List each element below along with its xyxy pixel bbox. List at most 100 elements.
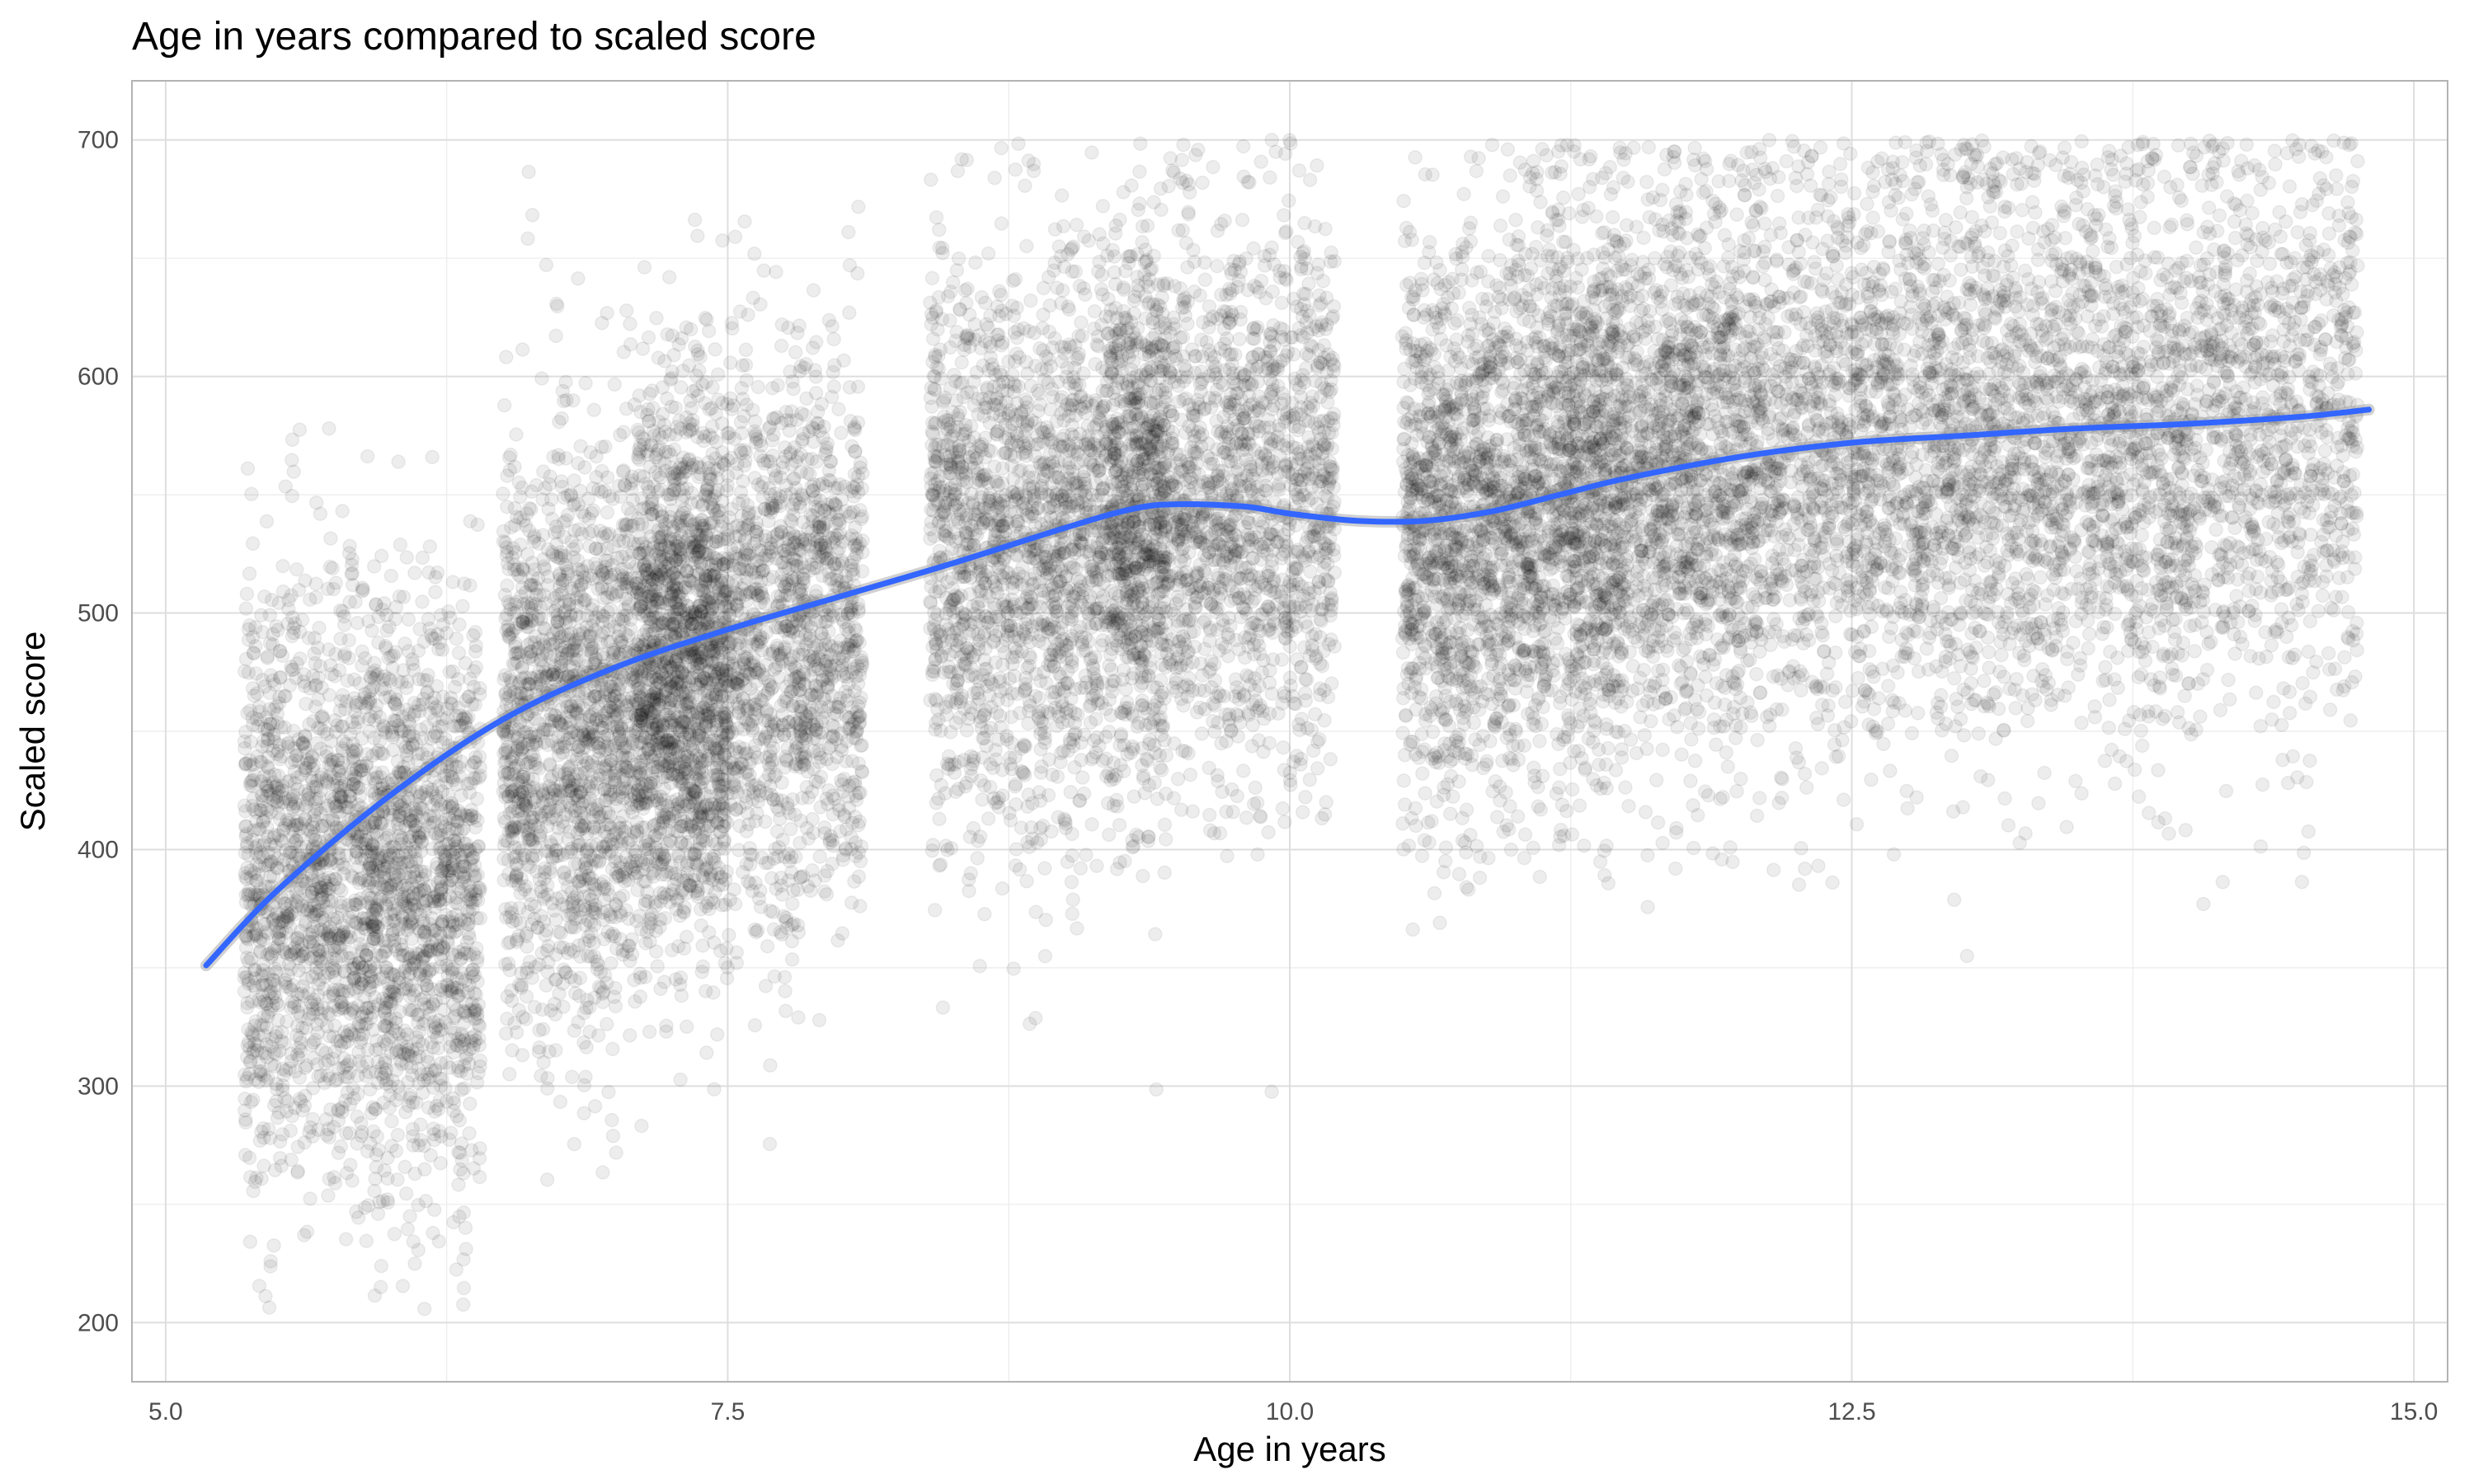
data-point [614,612,629,627]
data-point [601,1084,616,1100]
data-point [395,1279,411,1294]
data-point [336,734,350,749]
data-point [585,783,600,799]
data-point [330,804,345,819]
data-point [548,328,563,344]
data-point [521,523,537,538]
data-point [303,592,317,607]
data-point [430,886,445,901]
data-point [411,1007,426,1022]
data-point [324,894,339,909]
data-point [238,741,252,756]
data-point [383,997,399,1012]
data-point [605,1129,621,1144]
data-point [383,568,399,584]
data-point [387,907,402,922]
data-point [412,622,427,636]
data-point [520,231,535,247]
data-point [306,949,322,965]
data-point [345,577,360,593]
data-point [313,741,328,757]
data-point [260,739,275,754]
data-point [524,613,539,627]
data-point [564,920,579,935]
data-point [514,736,529,751]
data-point [454,983,470,998]
data-point [264,593,280,608]
data-point [384,1139,399,1153]
data-point [338,1125,354,1141]
data-point [446,1096,462,1111]
data-point [605,837,620,852]
data-point [504,900,519,916]
data-point [333,632,348,646]
data-point [301,631,317,646]
data-point [374,948,388,964]
data-point [263,787,279,802]
data-point [455,1297,471,1313]
data-point [400,674,415,689]
data-point [325,561,340,576]
data-point [567,642,581,657]
data-point [421,819,437,834]
data-point [550,739,566,754]
data-point [433,1156,448,1171]
data-point [266,1237,281,1253]
data-point [399,923,415,937]
data-point [403,1049,418,1064]
data-point [456,1280,472,1296]
data-point [533,678,548,693]
data-point [360,448,375,464]
data-point [327,669,342,683]
data-point [463,894,478,909]
data-point [514,589,529,604]
data-point [398,866,414,881]
data-point [577,765,592,781]
data-point [245,536,261,552]
data-point [275,584,291,599]
data-point [369,824,384,839]
data-point [407,1256,422,1271]
data-point [438,819,453,834]
chart-title: Age in years compared to scaled score [132,15,816,59]
data-point [332,771,346,787]
data-point [502,962,517,978]
data-point [317,875,333,890]
data-point [567,524,582,538]
data-point [591,750,606,766]
data-point [536,464,551,479]
data-point [262,716,278,732]
data-point [335,998,350,1012]
data-point [328,646,343,662]
data-point [352,676,368,691]
data-point [303,1191,317,1206]
data-point [242,777,258,793]
data-point [590,687,606,702]
data-point [377,669,393,683]
data-point [620,834,636,850]
data-point [509,1025,524,1040]
data-point [574,562,590,577]
data-point [269,995,285,1011]
data-point [388,612,403,627]
data-point [586,402,602,417]
data-point [327,1073,343,1088]
data-point [306,1035,321,1050]
data-point [301,985,316,1001]
data-point [608,980,623,996]
data-point [286,999,302,1015]
data-point [238,756,254,772]
data-point [326,581,341,597]
data-point [581,525,597,541]
data-point [355,836,369,852]
data-point [577,460,592,475]
data-point [443,696,459,711]
data-point [497,588,513,603]
data-point [266,911,282,927]
data-point [545,627,561,641]
data-point [516,562,531,578]
data-point [505,788,520,803]
data-point [322,931,338,946]
data-point [438,848,453,863]
data-point [393,1004,407,1019]
